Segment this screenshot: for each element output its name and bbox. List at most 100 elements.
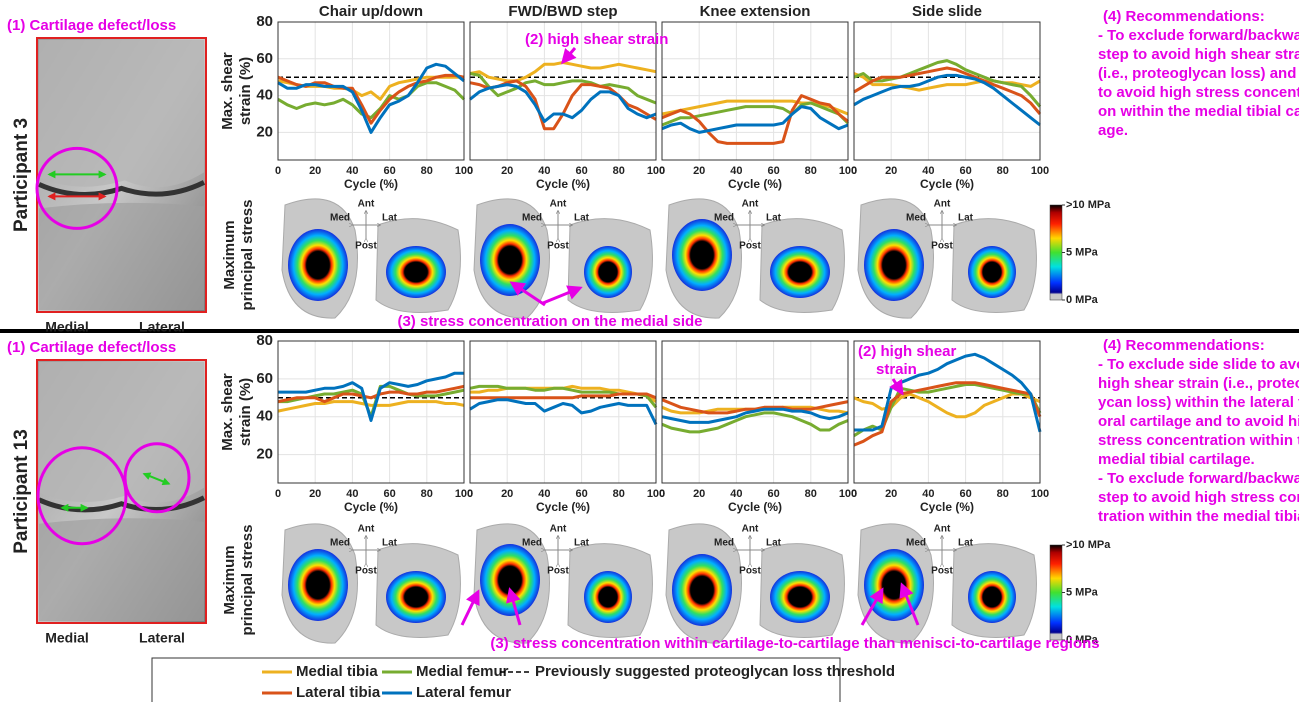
y-tick-label: 20 xyxy=(256,123,273,140)
x-tick-label: 0 xyxy=(467,165,473,177)
compass-label: Post xyxy=(739,241,761,252)
defect-label: (1) Cartilage defect/loss xyxy=(7,339,176,356)
x-tick-label: 0 xyxy=(659,488,665,500)
recommendation-title: (4) Recommendations: xyxy=(1103,8,1265,25)
legend-label: Lateral tibia xyxy=(296,684,381,701)
y-tick-label: 60 xyxy=(256,50,273,67)
y-tick-label: 20 xyxy=(256,446,273,463)
recommendation-line: stress concentration within the xyxy=(1098,432,1299,449)
stress-spot xyxy=(584,246,632,298)
chart-title: FWD/BWD step xyxy=(508,3,617,20)
compass-label: Med xyxy=(522,538,542,549)
x-tick-label: 0 xyxy=(851,165,857,177)
stress-spot xyxy=(584,571,632,623)
colorbar-label: 5 MPa xyxy=(1066,246,1099,258)
x-tick-label: 20 xyxy=(885,165,897,177)
compass-label: Lat xyxy=(958,213,974,224)
x-tick-label: 40 xyxy=(538,165,550,177)
compass-label: Lat xyxy=(766,538,782,549)
recommendation-line: tration within the medial tibia. xyxy=(1098,508,1299,525)
x-axis-label: Cycle (%) xyxy=(728,177,782,191)
stress-axis-label: Maximum xyxy=(221,545,238,614)
compass-label: Ant xyxy=(934,199,951,210)
compass-label: Ant xyxy=(358,524,375,535)
x-axis-label: Cycle (%) xyxy=(536,500,590,514)
x-tick-label: 80 xyxy=(421,488,433,500)
x-tick-label: 40 xyxy=(346,165,358,177)
medial-label: Medial xyxy=(45,630,89,646)
defect-label: (1) Cartilage defect/loss xyxy=(7,17,176,34)
x-axis-label: Cycle (%) xyxy=(536,177,590,191)
compass-label: Med xyxy=(906,538,926,549)
x-tick-label: 0 xyxy=(275,165,281,177)
femur-shape xyxy=(39,362,204,503)
colorbar-label: 5 MPa xyxy=(1066,586,1099,598)
stress-spot xyxy=(480,544,540,616)
compass-label: Med xyxy=(714,213,734,224)
stress-spot xyxy=(386,571,446,623)
stress-note: (3) stress concentration within cartilag… xyxy=(490,635,1099,652)
compass-label: Med xyxy=(522,213,542,224)
x-tick-label: 0 xyxy=(275,488,281,500)
y-axis-label: strain (%) xyxy=(237,378,254,446)
colorbar-label: >10 MPa xyxy=(1066,199,1111,211)
legend-label: Medial femur xyxy=(416,663,509,680)
compass-label: Lat xyxy=(958,538,974,549)
x-tick-label: 20 xyxy=(309,488,321,500)
x-tick-label: 80 xyxy=(613,165,625,177)
y-tick-label: 80 xyxy=(256,332,273,349)
x-axis-label: Cycle (%) xyxy=(920,177,974,191)
recommendation-line: step to avoid high stress concen- xyxy=(1098,489,1299,506)
stress-spot xyxy=(480,224,540,296)
recommendation-line: - To exclude forward/backward xyxy=(1098,470,1299,487)
figure: 02040608010020406080Chair up/downCycle (… xyxy=(0,0,1299,702)
plot-area xyxy=(470,341,656,483)
x-axis-label: Cycle (%) xyxy=(344,500,398,514)
x-tick-label: 60 xyxy=(383,488,395,500)
x-tick-label: 20 xyxy=(501,488,513,500)
x-tick-label: 40 xyxy=(346,488,358,500)
recommendation-line: medial tibial cartilage. xyxy=(1098,451,1255,468)
x-tick-label: 0 xyxy=(659,165,665,177)
stress-spot xyxy=(288,549,348,621)
x-tick-label: 40 xyxy=(730,165,742,177)
recommendation-title: (4) Recommendations: xyxy=(1103,337,1265,354)
x-tick-label: 80 xyxy=(421,165,433,177)
x-tick-label: 0 xyxy=(851,488,857,500)
x-tick-label: 80 xyxy=(997,165,1009,177)
compass-label: Post xyxy=(355,241,377,252)
recommendation-line: (i.e., proteoglycan loss) and also xyxy=(1098,65,1299,82)
compass-label: Post xyxy=(355,566,377,577)
x-tick-label: 80 xyxy=(805,488,817,500)
compass-label: Ant xyxy=(550,524,567,535)
note-arrow xyxy=(462,592,478,625)
tibia-shape xyxy=(39,518,204,621)
x-tick-label: 60 xyxy=(575,488,587,500)
participant-label: Participant 13 xyxy=(11,429,32,554)
stress-spot xyxy=(770,571,830,623)
x-tick-label: 60 xyxy=(767,165,779,177)
y-tick-label: 40 xyxy=(256,87,273,104)
x-tick-label: 100 xyxy=(1031,488,1049,500)
chart-title: Knee extension xyxy=(700,3,811,20)
colorbar-label: >10 MPa xyxy=(1066,539,1111,551)
stress-spot xyxy=(864,549,924,621)
recommendation-line: high shear strain (i.e., proteogl- xyxy=(1098,375,1299,392)
x-axis-label: Cycle (%) xyxy=(920,500,974,514)
colorbar xyxy=(1050,205,1062,300)
strain-note: strain xyxy=(876,361,917,378)
compass-label: Med xyxy=(330,213,350,224)
stress-spot xyxy=(288,229,348,301)
x-tick-label: 20 xyxy=(309,165,321,177)
stress-axis-label: principal stress xyxy=(239,525,256,636)
x-tick-label: 40 xyxy=(538,488,550,500)
compass-label: Post xyxy=(931,241,953,252)
recommendation-line: on within the medial tibial cartil- xyxy=(1098,103,1299,120)
stress-spot xyxy=(968,246,1016,298)
x-tick-label: 20 xyxy=(885,488,897,500)
colorbar xyxy=(1050,545,1062,640)
x-axis-label: Cycle (%) xyxy=(344,177,398,191)
y-tick-label: 40 xyxy=(256,408,273,425)
plot-area xyxy=(662,22,848,160)
compass-label: Med xyxy=(714,538,734,549)
